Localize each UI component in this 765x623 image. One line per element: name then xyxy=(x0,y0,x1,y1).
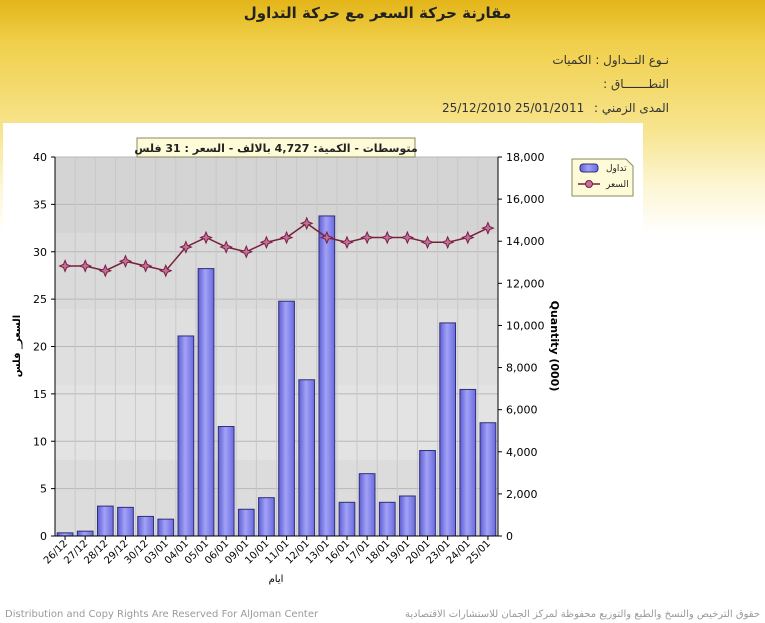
left-axis-tick-label: 10 xyxy=(33,435,47,448)
price-point xyxy=(259,235,274,250)
left-axis-tick-label: 30 xyxy=(33,246,47,259)
volume-bar xyxy=(117,506,134,537)
period-row: المدى الزمني : 25/01/2011 25/12/2010 xyxy=(442,101,669,115)
price-point xyxy=(299,216,314,231)
volume-bar xyxy=(177,335,195,537)
footer-copyright-en: Distribution and Copy Rights Are Reserve… xyxy=(5,609,319,620)
range-row: النطـــــــاق : xyxy=(603,77,669,91)
price-point xyxy=(158,263,173,278)
averages-banner: متوسطات - الكمية: 4,727 بالالف - السعر :… xyxy=(134,142,417,155)
page-title: مقارنة حركة السعر مع حركة التداول xyxy=(243,4,512,22)
volume-bar xyxy=(399,495,416,537)
volume-bar xyxy=(358,473,376,537)
right-axis-tick-label: 0 xyxy=(506,530,513,543)
price-point xyxy=(400,230,415,245)
chart-legend: تداول السعر xyxy=(571,158,634,197)
footer-copyright-ar: حقوق الترخيص والنسخ والطبع والتوزيع محفو… xyxy=(404,609,760,620)
left-axis-tick-label: 20 xyxy=(33,341,47,354)
price-point xyxy=(360,230,374,245)
price-point xyxy=(58,259,72,273)
trade-type-value: الكميات xyxy=(552,53,592,67)
price-point xyxy=(340,235,354,250)
left-axis-tick-label: 0 xyxy=(40,530,47,543)
legend-price-marker xyxy=(585,180,593,188)
volume-bar xyxy=(439,322,457,537)
averages-banner-box xyxy=(136,137,416,158)
volume-bar xyxy=(197,268,215,537)
price-point xyxy=(420,235,435,250)
left-axis-tick-label: 25 xyxy=(33,293,47,306)
price-point xyxy=(138,259,153,273)
price-vs-volume-chart: 0 5 10 15 20 25 30 35 40 0 2,000 4,000 6,000 8,000 10,… xyxy=(12,137,634,585)
left-axis-tick-label: 40 xyxy=(33,151,47,164)
volume-bar xyxy=(459,388,477,537)
left-axis-tick-label: 35 xyxy=(33,198,47,211)
volume-bar xyxy=(76,530,94,537)
volume-bar xyxy=(338,501,356,537)
right-axis-tick-label: 16,000 xyxy=(506,193,545,206)
price-point xyxy=(199,230,213,245)
period-label: المدى الزمني : xyxy=(594,101,669,115)
volume-bar xyxy=(278,300,295,537)
trade-type-label: نـوع التــداول : xyxy=(595,53,669,67)
volume-bar xyxy=(137,515,154,537)
right-axis-tick-label: 8,000 xyxy=(506,362,538,375)
price-point xyxy=(98,263,113,278)
price-line-path xyxy=(65,222,489,272)
volume-bar xyxy=(217,426,235,537)
volume-bar xyxy=(298,379,316,537)
legend-volume-swatch xyxy=(579,163,599,173)
range-label: النطـــــــاق : xyxy=(603,77,669,91)
volume-bar xyxy=(237,508,255,537)
price-point xyxy=(460,230,475,245)
right-axis-title: Quantity (000) xyxy=(548,301,561,392)
price-line xyxy=(58,216,495,278)
price-point xyxy=(380,230,395,245)
right-axis-tick-label: 14,000 xyxy=(506,235,545,248)
left-axis-tick-label: 15 xyxy=(33,388,47,401)
right-axis-tick-label: 6,000 xyxy=(506,404,538,417)
volume-bar xyxy=(157,518,175,537)
right-axis-tick-label: 10,000 xyxy=(506,319,545,332)
price-point xyxy=(481,221,495,235)
legend-price-label: السعر xyxy=(605,180,629,190)
left-axis-title: السعر_ فلس xyxy=(12,315,23,377)
volume-bar xyxy=(479,422,497,537)
chart-axes: 0 5 10 15 20 25 30 35 40 0 2,000 4,000 6,000 8,000 10,… xyxy=(33,151,545,567)
price-point xyxy=(320,230,334,245)
price-point xyxy=(78,259,93,273)
right-axis-tick-label: 2,000 xyxy=(506,488,538,501)
price-point xyxy=(279,230,294,245)
volume-bar xyxy=(419,450,436,537)
price-point xyxy=(219,240,233,254)
price-point xyxy=(179,240,193,254)
trade-type-row: نـوع التــداول : الكميات xyxy=(552,53,669,67)
right-axis-tick-label: 18,000 xyxy=(506,151,545,164)
price-point xyxy=(440,235,455,250)
left-axis-tick-label: 5 xyxy=(40,483,47,496)
volume-bar xyxy=(96,505,114,537)
volume-bar xyxy=(258,497,275,537)
volume-bar xyxy=(378,501,396,537)
price-point xyxy=(118,254,133,269)
legend-volume-label: تداول xyxy=(606,164,627,174)
price-point xyxy=(239,244,254,259)
volume-bar xyxy=(318,215,336,537)
right-axis-tick-label: 12,000 xyxy=(506,277,545,290)
right-axis-tick-label: 4,000 xyxy=(506,446,538,459)
period-value: 25/01/2011 25/12/2010 xyxy=(442,101,585,115)
x-axis-title: ايام xyxy=(269,574,284,585)
